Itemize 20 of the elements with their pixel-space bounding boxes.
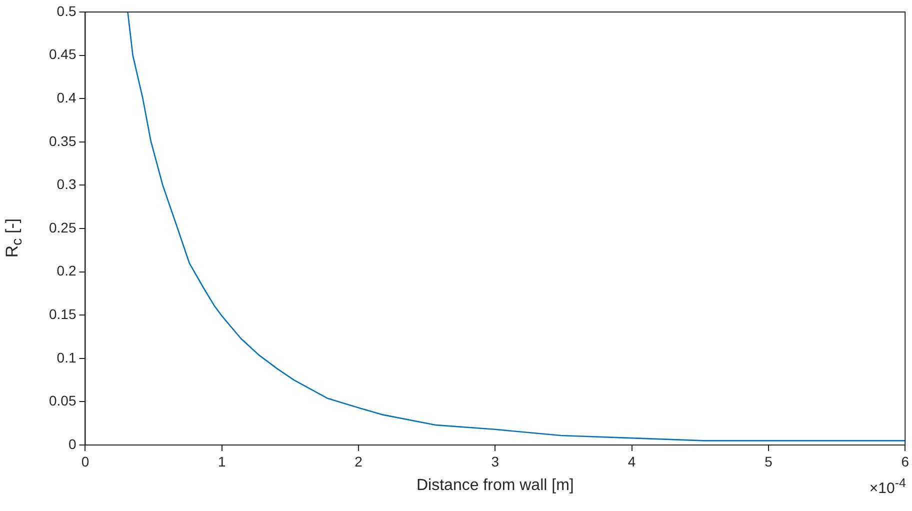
- x-axis-title: Distance from wall [m]: [416, 476, 574, 494]
- x-tick-label: 6: [901, 453, 910, 470]
- x-tick-label: 0: [81, 453, 90, 470]
- x-tick-label: 4: [628, 453, 636, 470]
- y-tick-label: 0.3: [56, 176, 76, 192]
- x-tick-label: 5: [764, 453, 773, 470]
- y-tick-label: 0: [68, 436, 76, 452]
- y-tick-label: 0.5: [56, 2, 76, 19]
- y-tick-label: 0.15: [49, 306, 76, 322]
- x-tick-label: 3: [491, 453, 500, 470]
- y-tick-label: 0.4: [56, 89, 76, 106]
- y-tick-label: 0.25: [49, 219, 76, 236]
- text: ×10$^{-4}$: [869, 476, 906, 497]
- y-tick-label: 0.45: [49, 46, 76, 62]
- x-tick-label: 2: [354, 453, 363, 470]
- y-tick-label: 0.1: [56, 349, 76, 366]
- x-tick-label: 1: [218, 453, 226, 470]
- y-tick-label: 0.2: [56, 262, 76, 279]
- y-tick-label: 0.05: [49, 392, 76, 409]
- y-tick-label: 0.35: [49, 132, 76, 149]
